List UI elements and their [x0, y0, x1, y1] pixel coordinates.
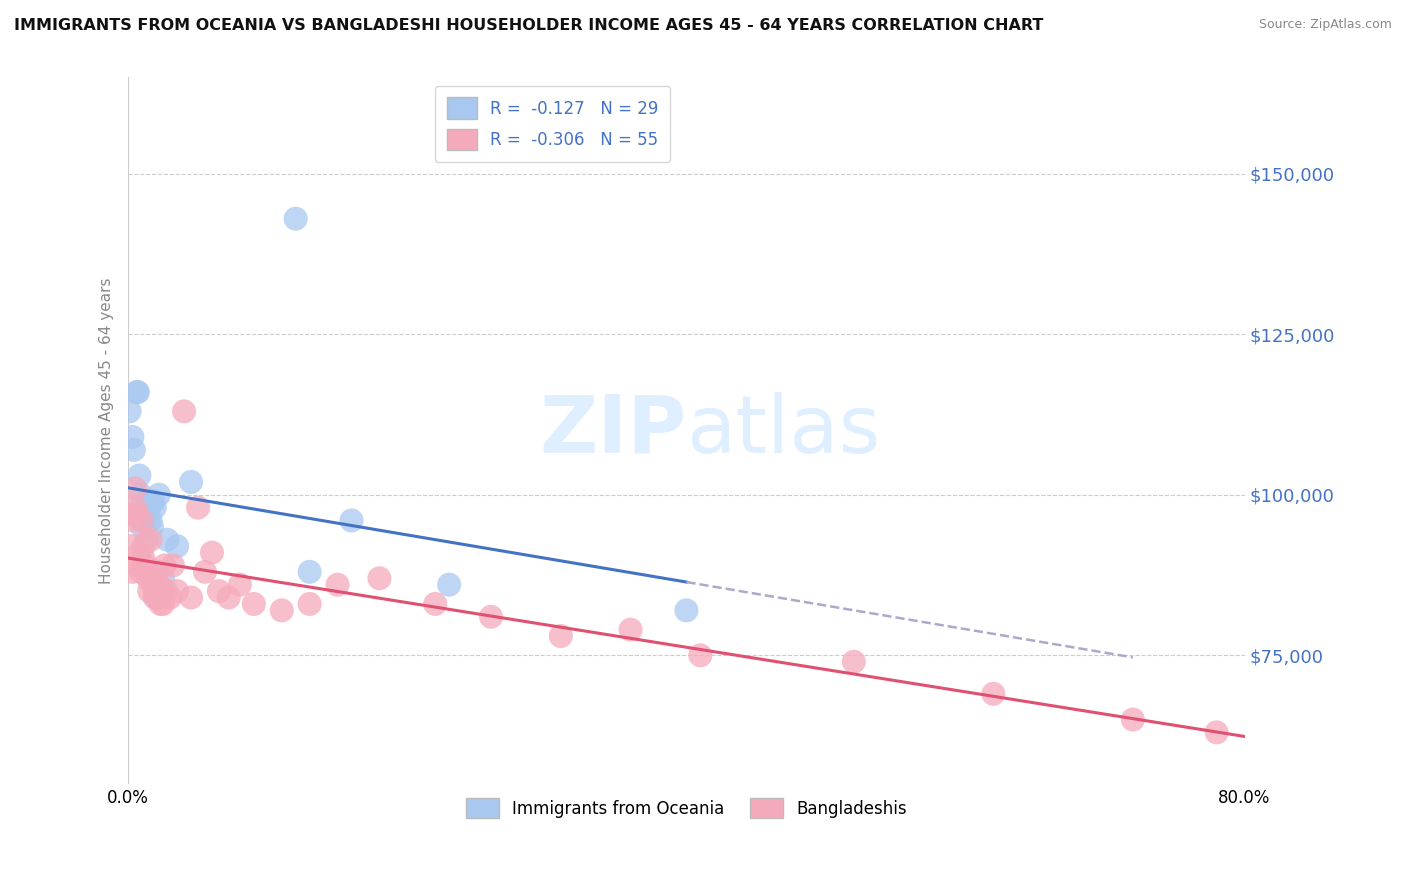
Point — [145, 565, 167, 579]
Point — [1205, 725, 1227, 739]
Point — [166, 539, 188, 553]
Point — [135, 533, 157, 547]
Point — [131, 513, 153, 527]
Text: Source: ZipAtlas.com: Source: ZipAtlas.com — [1258, 18, 1392, 31]
Point — [208, 584, 231, 599]
Point — [145, 591, 167, 605]
Point — [298, 565, 321, 579]
Point — [142, 577, 165, 591]
Point — [125, 385, 148, 400]
Point — [128, 545, 150, 559]
Point — [340, 513, 363, 527]
Point — [118, 404, 141, 418]
Point — [129, 565, 152, 579]
Point — [136, 571, 159, 585]
Point — [201, 545, 224, 559]
Y-axis label: Householder Income Ages 45 - 64 years: Householder Income Ages 45 - 64 years — [100, 277, 114, 584]
Point — [425, 597, 447, 611]
Point — [143, 591, 166, 605]
Point — [270, 603, 292, 617]
Point — [124, 507, 146, 521]
Point — [135, 507, 157, 521]
Point — [187, 500, 209, 515]
Point — [180, 475, 202, 489]
Point — [159, 591, 181, 605]
Point — [479, 609, 502, 624]
Point — [134, 507, 156, 521]
Point — [138, 584, 160, 599]
Point — [142, 494, 165, 508]
Point — [132, 539, 155, 553]
Point — [125, 507, 148, 521]
Point — [229, 577, 252, 591]
Point — [155, 584, 177, 599]
Point — [128, 468, 150, 483]
Point — [118, 507, 141, 521]
Point — [173, 404, 195, 418]
Point — [127, 385, 149, 400]
Point — [139, 513, 162, 527]
Point — [180, 591, 202, 605]
Point — [150, 584, 173, 599]
Point — [298, 597, 321, 611]
Point — [143, 500, 166, 515]
Point — [122, 513, 145, 527]
Point — [148, 488, 170, 502]
Point — [121, 430, 143, 444]
Legend: Immigrants from Oceania, Bangladeshis: Immigrants from Oceania, Bangladeshis — [460, 791, 914, 825]
Point — [218, 591, 240, 605]
Point — [129, 488, 152, 502]
Point — [284, 211, 307, 226]
Point — [368, 571, 391, 585]
Point — [124, 500, 146, 515]
Point — [120, 539, 142, 553]
Point — [149, 597, 172, 611]
Point — [132, 552, 155, 566]
Point — [141, 571, 163, 585]
Point — [437, 577, 460, 591]
Point — [675, 603, 697, 617]
Point — [141, 520, 163, 534]
Point — [243, 597, 266, 611]
Point — [689, 648, 711, 663]
Text: atlas: atlas — [686, 392, 880, 469]
Point — [983, 687, 1005, 701]
Text: IMMIGRANTS FROM OCEANIA VS BANGLADESHI HOUSEHOLDER INCOME AGES 45 - 64 YEARS COR: IMMIGRANTS FROM OCEANIA VS BANGLADESHI H… — [14, 18, 1043, 33]
Point — [152, 597, 174, 611]
Point — [146, 584, 169, 599]
Point — [842, 655, 865, 669]
Point — [131, 520, 153, 534]
Point — [162, 558, 184, 573]
Text: ZIP: ZIP — [538, 392, 686, 469]
Point — [1122, 713, 1144, 727]
Point — [127, 558, 149, 573]
Point — [156, 533, 179, 547]
Point — [166, 584, 188, 599]
Point — [619, 623, 641, 637]
Point — [138, 500, 160, 515]
Point — [153, 558, 176, 573]
Point — [122, 442, 145, 457]
Point — [143, 584, 166, 599]
Point — [194, 565, 217, 579]
Point — [124, 482, 146, 496]
Point — [148, 591, 170, 605]
Point — [152, 571, 174, 585]
Point — [550, 629, 572, 643]
Point — [134, 558, 156, 573]
Point — [326, 577, 349, 591]
Point — [136, 494, 159, 508]
Point — [148, 577, 170, 591]
Point — [121, 565, 143, 579]
Point — [139, 533, 162, 547]
